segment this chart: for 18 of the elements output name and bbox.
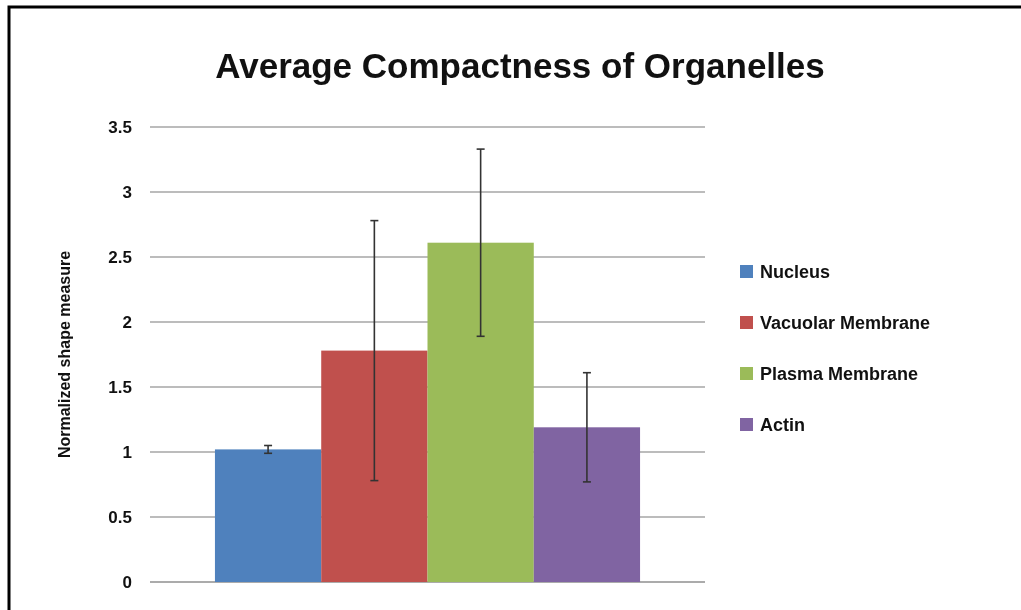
legend-label: Actin bbox=[760, 415, 805, 436]
y-tick-label: 1 bbox=[122, 442, 132, 462]
chart-title: Average Compactness of Organelles bbox=[215, 46, 825, 85]
bar bbox=[321, 350, 428, 582]
y-axis-title: Normalized shape measure bbox=[56, 250, 73, 459]
y-tick-label: 0 bbox=[122, 572, 132, 592]
y-tick-label: 1.5 bbox=[108, 377, 132, 397]
legend-label: Plasma Membrane bbox=[760, 364, 919, 385]
y-tick-label: 3.5 bbox=[108, 117, 132, 137]
legend-label: Nucleus bbox=[760, 262, 831, 283]
y-tick-label: 2 bbox=[122, 312, 132, 332]
y-tick-label: 3 bbox=[122, 182, 132, 202]
bar bbox=[214, 449, 322, 582]
bar bbox=[427, 242, 534, 582]
y-tick-label: 2.5 bbox=[108, 247, 132, 267]
legend-label: Vacuolar Membrane bbox=[760, 313, 931, 334]
bar bbox=[533, 427, 641, 582]
y-tick-label: 0.5 bbox=[108, 507, 132, 527]
